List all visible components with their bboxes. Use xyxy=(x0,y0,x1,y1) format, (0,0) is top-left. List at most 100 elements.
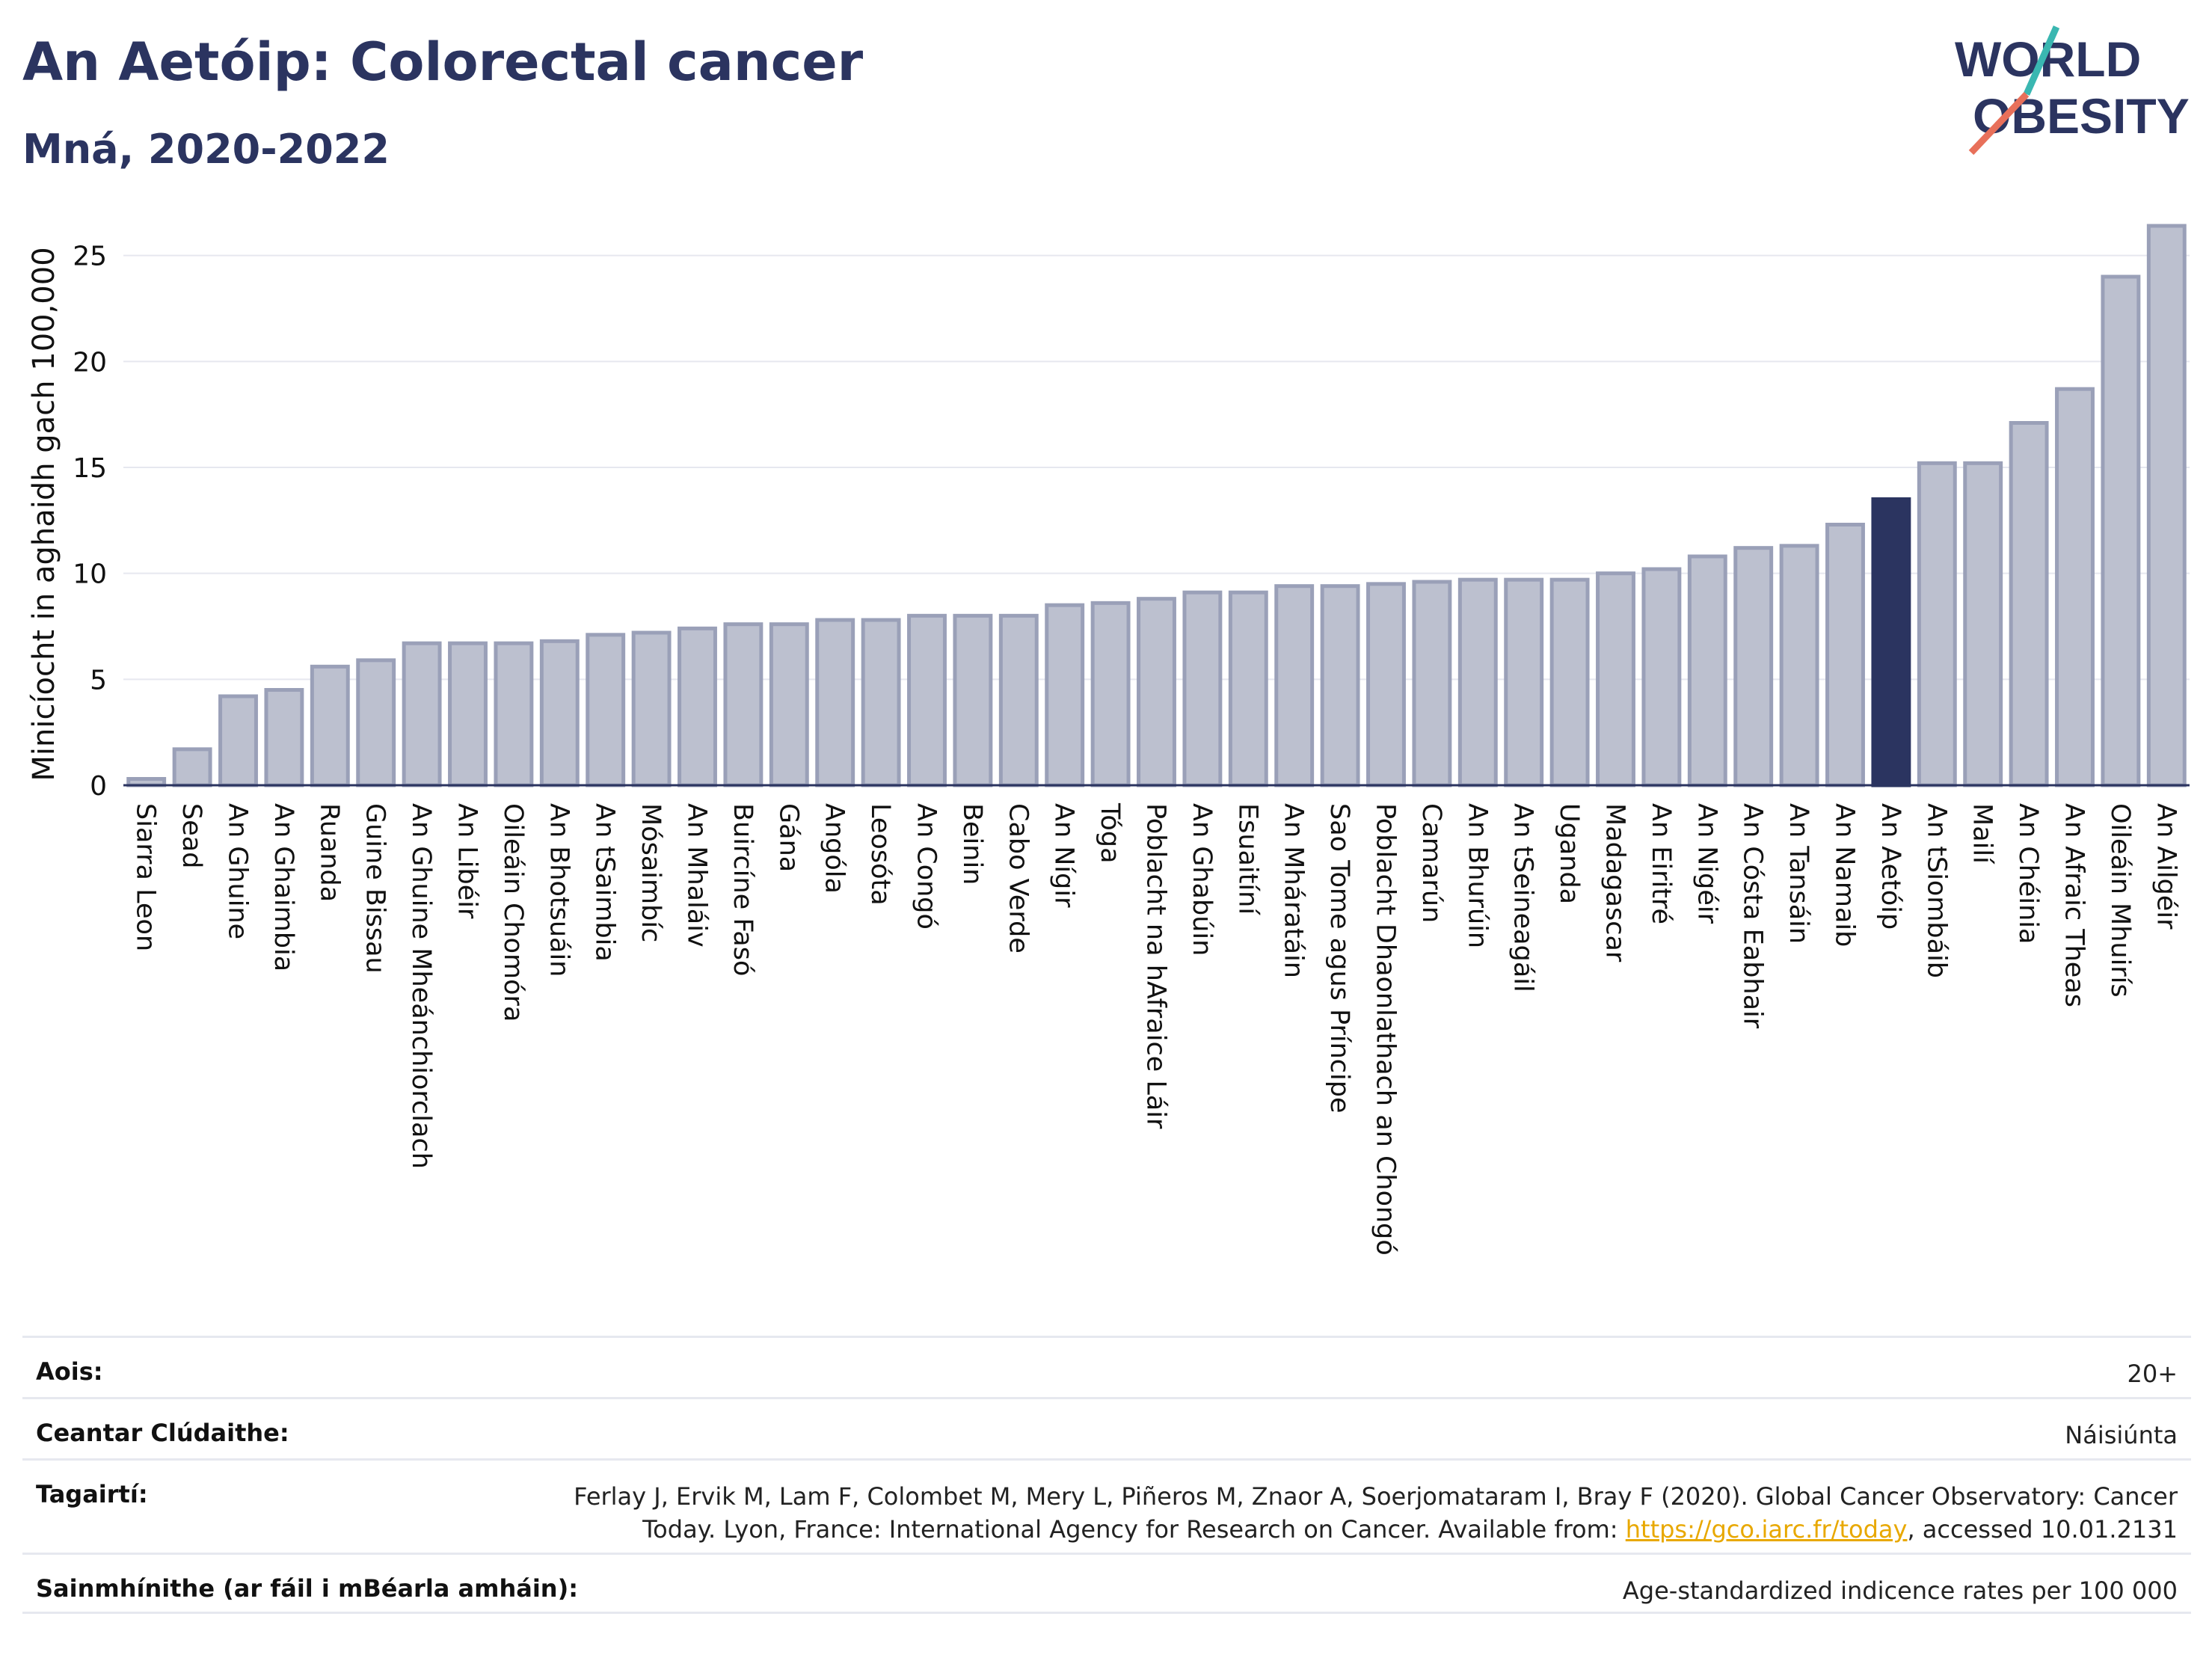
definitions-value: Age-standardized indicence rates per 100… xyxy=(1622,1576,2178,1605)
bar xyxy=(1320,584,1360,787)
x-tick-label: An tSiombáib xyxy=(1921,803,1951,978)
x-tick-label: An Nígir xyxy=(1049,803,1079,908)
footer-row-coverage: Ceantar Clúdaithe: Náisiúnta xyxy=(22,1397,2191,1458)
x-tick-label: Leosóta xyxy=(865,803,895,906)
world-obesity-logo: WORLD OBESITY xyxy=(1955,25,2190,156)
bar xyxy=(494,641,534,787)
x-tick-label: Camarún xyxy=(1416,803,1446,923)
x-tick-label: Beinin xyxy=(957,803,987,885)
bar xyxy=(769,622,809,787)
page-subtitle: Mná, 2020-2022 xyxy=(22,126,390,173)
x-tick-label: Tóga xyxy=(1095,802,1125,864)
bar xyxy=(586,633,626,787)
logo-red-slash xyxy=(1968,91,2030,156)
y-tick-label: 0 xyxy=(90,771,107,802)
age-value: 20+ xyxy=(2127,1360,2178,1388)
bar xyxy=(1825,523,1865,787)
x-tick-label: An Ghuine xyxy=(223,803,253,939)
x-tick-label: An Bhotsuáin xyxy=(544,803,574,977)
x-tick-label: Oileáin Mhuirís xyxy=(2105,803,2135,998)
y-tick-label: 10 xyxy=(73,559,107,590)
bar xyxy=(172,747,212,787)
bar xyxy=(218,694,258,787)
x-tick-label: An Chéinia xyxy=(2013,803,2043,944)
bar xyxy=(1733,546,1774,787)
bar xyxy=(1596,571,1635,787)
x-tick-label: An Mháratáin xyxy=(1279,803,1309,978)
bar xyxy=(1457,577,1498,787)
bar xyxy=(1963,461,2003,787)
references-text-2: , accessed 10.01.2131 xyxy=(1907,1515,2178,1544)
bar-chart: 0 5 10 15 20 25 Minicíocht in aghaidh gach 100… xyxy=(27,224,2190,1256)
x-tick-label: Gána xyxy=(773,803,803,872)
bar xyxy=(1412,580,1452,787)
x-tick-label: Sead xyxy=(176,803,206,868)
footer-row-age: Aois: 20+ xyxy=(22,1336,2191,1397)
age-label: Aois: xyxy=(36,1357,103,1386)
coverage-label: Ceantar Clúdaithe: xyxy=(36,1419,289,1447)
bar xyxy=(1137,597,1176,787)
bar xyxy=(1687,554,1727,787)
bar xyxy=(1366,582,1406,787)
x-tick-label: An Nigéir xyxy=(1692,803,1721,924)
x-tick-label: Buircíne Fasó xyxy=(728,803,758,976)
x-tick-label: Cabo Verde xyxy=(1003,803,1033,954)
logo-teal-slash xyxy=(2023,25,2060,96)
bar xyxy=(1779,544,1819,787)
bar xyxy=(1228,590,1268,787)
x-tick-label: Esuaitíní xyxy=(1232,803,1262,915)
bar xyxy=(1871,497,1911,787)
x-tick-label: Guine Bissau xyxy=(360,803,390,974)
bar xyxy=(815,618,855,787)
bar xyxy=(2055,387,2095,787)
y-tick-label: 15 xyxy=(73,453,107,484)
bar xyxy=(1641,567,1682,787)
references-link[interactable]: https://gco.iarc.fr/today xyxy=(1625,1515,1908,1544)
references-value: Ferlay J, Ervik M, Lam F, Colombet M, Me… xyxy=(570,1480,2178,1546)
bar xyxy=(631,630,672,787)
bar xyxy=(1274,584,1315,787)
x-tick-label: An Eiritré xyxy=(1646,803,1676,924)
bar xyxy=(1504,577,1544,787)
x-tick-label: An Libéir xyxy=(452,803,482,919)
x-tick-label: Madagascar xyxy=(1600,803,1630,962)
footer-row-references: Tagairtí: Ferlay J, Ervik M, Lam F, Colo… xyxy=(22,1458,2191,1553)
chart-footer-table: Aois: 20+ Ceantar Clúdaithe: Náisiúnta T… xyxy=(22,1336,2191,1614)
y-axis-label: Minicíocht in aghaidh gach 100,000 xyxy=(27,247,61,781)
bar xyxy=(2101,274,2141,787)
x-tick-label: Siarra Leon xyxy=(131,803,161,951)
bar xyxy=(1090,601,1131,787)
bar xyxy=(539,639,580,787)
y-tick-label: 5 xyxy=(90,665,107,696)
bar xyxy=(953,613,993,787)
bar xyxy=(402,641,442,787)
bar xyxy=(310,664,350,787)
x-tick-label: An Cósta Eabhair xyxy=(1738,803,1768,1029)
bar xyxy=(1917,461,1957,787)
x-tick-label: An tSaimbia xyxy=(590,803,620,962)
footer-row-definitions: Sainmhínithe (ar fáil i mBéarla amháin):… xyxy=(22,1553,2191,1614)
x-tick-label: Poblacht Dhaonlathach an Chongó xyxy=(1371,803,1401,1256)
x-tick-label: An Aetóip xyxy=(1875,803,1905,930)
x-tick-label: Uganda xyxy=(1554,803,1584,904)
x-tick-label: An Ghabúin xyxy=(1187,803,1217,956)
bar xyxy=(448,641,488,787)
bar xyxy=(907,613,947,787)
x-tick-label: An Ghuine Mheánchiorclach xyxy=(406,803,436,1169)
bar xyxy=(998,613,1039,787)
definitions-label: Sainmhínithe (ar fáil i mBéarla amháin): xyxy=(36,1574,578,1603)
x-tick-label: An tSeineagáil xyxy=(1508,803,1538,992)
bar xyxy=(1549,577,1590,787)
bar xyxy=(2009,421,2049,787)
bar xyxy=(1045,603,1085,787)
x-tick-label: Mailí xyxy=(1967,803,1997,865)
x-tick-label: An Afraic Theas xyxy=(2059,803,2089,1007)
references-label: Tagairtí: xyxy=(36,1480,148,1508)
bar xyxy=(723,622,764,787)
bar xyxy=(1182,590,1223,787)
bar xyxy=(356,658,396,787)
bar xyxy=(2146,224,2187,787)
x-tick-label: Ruanda xyxy=(314,803,344,902)
references-text-1: Ferlay J, Ervik M, Lam F, Colombet M, Me… xyxy=(574,1482,2178,1544)
x-tick-label: An Ghaimbia xyxy=(268,803,298,971)
